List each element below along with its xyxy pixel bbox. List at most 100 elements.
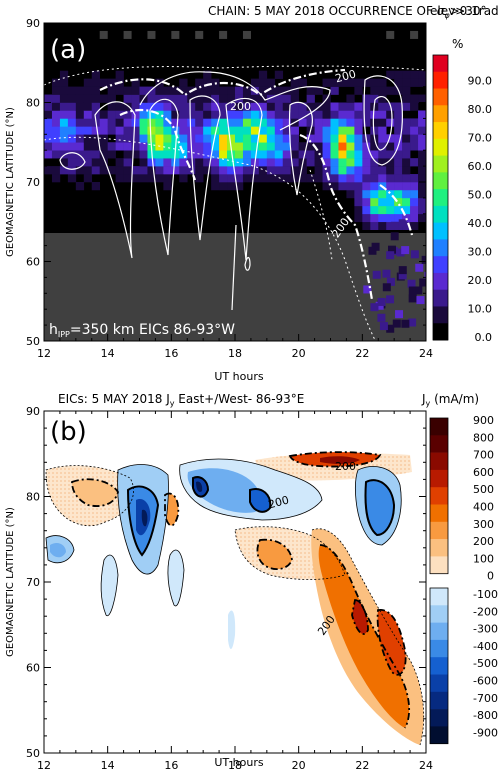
heatmap-cell [258, 166, 268, 175]
heatmap-cell [115, 174, 124, 183]
contour-line [355, 466, 402, 546]
heatmap-cell [290, 86, 299, 95]
heatmap-cell [379, 322, 388, 331]
heatmap-cell [155, 126, 164, 135]
heatmap-cell [250, 126, 260, 135]
heatmap-cell [402, 102, 411, 111]
heatmap-cell [250, 110, 260, 119]
heatmap-cell [187, 118, 196, 127]
heatmap-cell [235, 110, 244, 119]
heatmap-cell [91, 86, 101, 95]
heatmap-cell [147, 94, 156, 103]
heatmap-cell [410, 126, 419, 135]
heatmap-cell [410, 250, 419, 259]
heatmap-cell [99, 30, 108, 39]
westward-region [101, 555, 118, 616]
heatmap-cell [378, 221, 387, 230]
heatmap-cell [75, 182, 85, 191]
heatmap-cell [235, 102, 244, 111]
heatmap-cell [282, 102, 292, 111]
heatmap-cell [59, 118, 69, 127]
heatmap-cell [67, 94, 77, 103]
heatmap-cell [362, 150, 371, 159]
heatmap-cell [330, 182, 339, 191]
heatmap-cell [147, 158, 156, 167]
current-contours-dashed [71, 451, 411, 729]
heatmap-cell [407, 279, 416, 288]
heatmap-cell [346, 189, 355, 199]
heatmap-cell [290, 110, 299, 119]
heatmap-cell [59, 126, 69, 135]
heatmap-cell [370, 118, 379, 127]
heatmap-cell [59, 70, 69, 79]
heatmap-cell [195, 126, 204, 135]
heatmap-cell [386, 324, 395, 333]
heatmap-cell [75, 158, 85, 167]
y-tick-label: 90 [26, 405, 40, 418]
heatmap-cell [290, 174, 299, 183]
heatmap-cell [179, 158, 188, 167]
heatmap-cell [258, 158, 268, 167]
heatmap-cell [386, 166, 395, 175]
heatmap-cell [386, 197, 395, 207]
colorbar-swatch [430, 588, 448, 606]
heatmap-cell [386, 118, 395, 127]
contour-label-a2: 200 [230, 100, 251, 113]
heatmap-cell [418, 197, 426, 207]
heatmap-cell [306, 86, 315, 95]
heatmap-cell [99, 158, 108, 167]
x-tick-label: 20 [292, 347, 306, 360]
dotted-contours [44, 65, 426, 341]
heatmap-cell [402, 118, 411, 127]
colorbar-a-unit: % [452, 37, 463, 51]
heatmap-cell [195, 158, 204, 167]
heatmap-cell [266, 142, 276, 151]
heatmap-cell [83, 142, 93, 151]
heatmap-cell [266, 150, 276, 159]
heatmap-cell [155, 102, 164, 111]
heatmap-cell [99, 126, 108, 135]
colorbar-swatch [433, 55, 448, 73]
heatmap-cell [163, 158, 172, 167]
heatmap-cell [59, 134, 69, 143]
heatmap-cell [386, 158, 395, 167]
colorbar-tick-label: -900 [473, 726, 498, 739]
heatmap-cell [322, 102, 331, 111]
heatmap-cell [266, 174, 276, 183]
heatmap-cell [322, 158, 331, 167]
heatmap-cell [378, 110, 387, 119]
contour-line [99, 68, 346, 97]
heatmap-cell [219, 134, 228, 143]
heatmap-cell [290, 94, 299, 103]
heatmap-cell [418, 142, 426, 151]
heatmap-cell [99, 118, 108, 127]
heatmap-cell [227, 110, 236, 119]
heatmap-cell [418, 110, 426, 119]
heatmap-cell [179, 174, 188, 183]
colorbar-swatch [430, 487, 448, 505]
heatmap-cell [107, 126, 116, 135]
heatmap-cell [274, 166, 284, 175]
heatmap-cell [395, 310, 404, 319]
heatmap-cell [338, 102, 347, 111]
eastward-region [377, 609, 406, 675]
heatmap-cell [330, 110, 339, 119]
contour-line [126, 485, 160, 557]
heatmap-cell [346, 110, 355, 119]
heatmap-cell [370, 197, 379, 207]
heatmap-cell [155, 86, 164, 95]
heatmap-cell [91, 126, 101, 135]
heatmap-cell [258, 70, 268, 79]
heatmap-cell [67, 158, 77, 167]
heatmap-cell [59, 166, 69, 175]
colorbar-swatch [430, 691, 448, 710]
y-tick-label: 70 [26, 176, 40, 189]
colorbar-tick-label: -800 [473, 709, 498, 722]
heatmap-cell [402, 213, 411, 223]
heatmap-cell [402, 86, 411, 95]
contour-line [71, 478, 119, 507]
heatmap-cell [354, 213, 363, 223]
heatmap-cell [163, 102, 172, 111]
heatmap-cell [227, 118, 236, 127]
heatmap-cell [258, 118, 268, 127]
